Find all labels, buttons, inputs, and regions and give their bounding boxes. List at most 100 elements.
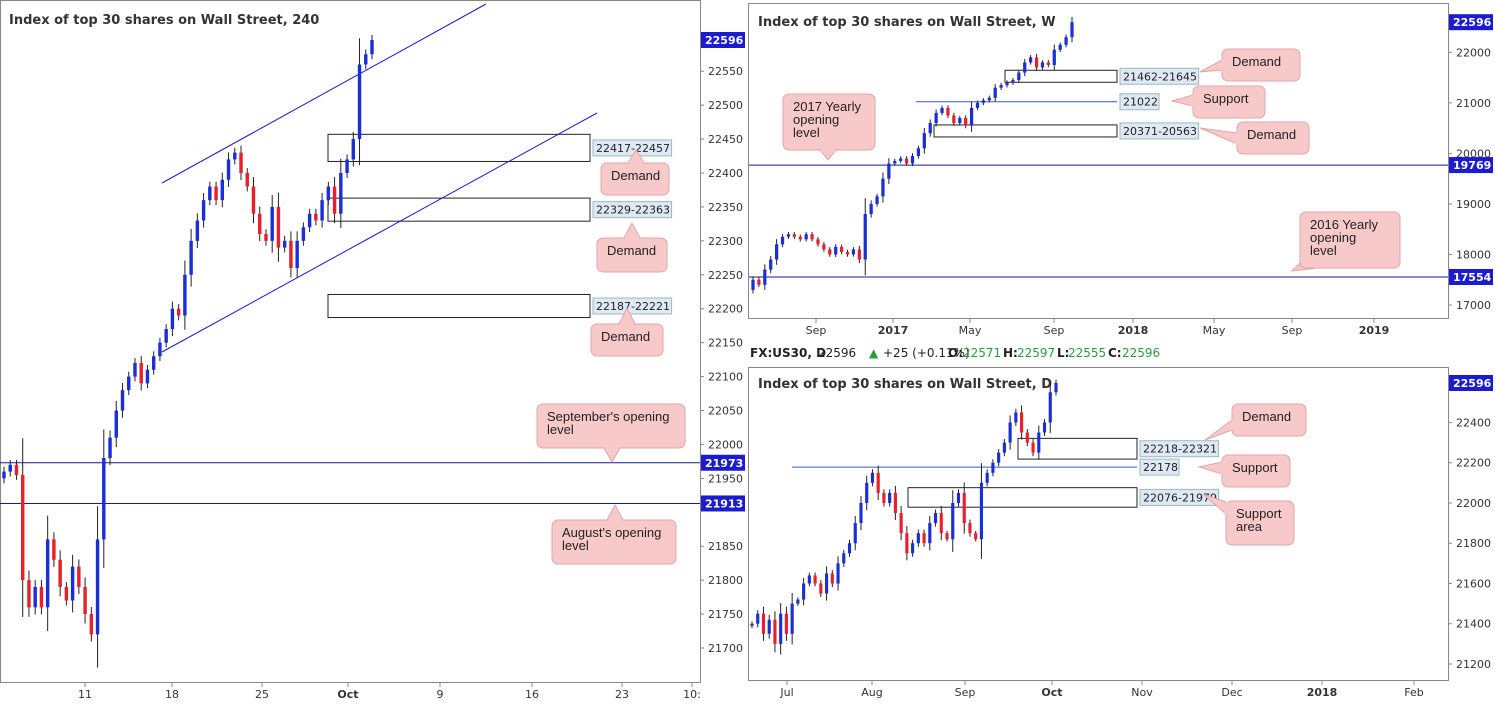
candle-body [922, 133, 926, 149]
channel-lines [161, 3, 598, 353]
y-axis: 22400 22200 22000 21800 21600 21400 21200 [1448, 416, 1491, 671]
callout-text: Demand [611, 168, 660, 183]
zones: 21462-21645 20371-20563 [933, 67, 1200, 140]
callout-text: Demand [1232, 54, 1281, 69]
callout-text: level [562, 538, 589, 553]
candle-body [974, 533, 978, 540]
candle-body [893, 160, 897, 164]
price-tag [1449, 375, 1493, 391]
x-tick-label: 11 [78, 688, 92, 701]
candle-body [2, 471, 6, 479]
zone-label: 22076-21979 [1143, 491, 1217, 504]
open-label: O: [948, 346, 963, 360]
candle-body [258, 213, 262, 235]
callout-text: Support [1232, 460, 1278, 475]
price-tags: 22596 19769 17554 [1449, 14, 1493, 286]
high-label: H: [1003, 346, 1018, 360]
candle-body [911, 543, 915, 554]
candle-body [863, 214, 867, 260]
x-tick-label: Dec [1221, 686, 1242, 699]
y-tick-label: 17000 [1456, 299, 1491, 312]
candle-body [882, 492, 886, 503]
chart-title: Index of top 30 shares on Wall Street, W [758, 15, 1056, 30]
candle-body [1017, 72, 1021, 81]
candle-body [1034, 57, 1039, 68]
candle-body [164, 329, 168, 343]
candle-body [784, 613, 788, 634]
candle-body [756, 613, 760, 624]
candle-body [27, 580, 31, 608]
candle-body [1048, 392, 1052, 423]
callout-text: area [1236, 519, 1263, 534]
candle-body [289, 240, 293, 268]
candle-body [857, 249, 861, 260]
x-tick-label: May [959, 324, 982, 337]
low-value: 22555 [1068, 346, 1106, 360]
callout-text: Support [1236, 506, 1282, 521]
x-tick-label: Sep [1044, 324, 1065, 337]
candle-body [245, 173, 249, 187]
candle-body [64, 586, 69, 601]
callout-text: 2016 Yearly [1310, 217, 1378, 232]
y-tick-label: 22550 [708, 65, 743, 78]
candles [750, 379, 1058, 655]
levels: 22178 [792, 458, 1180, 476]
candle-body [933, 513, 938, 524]
y-tick-label: 22000 [708, 438, 743, 451]
candle-body [295, 240, 299, 268]
x-tick-label: 2019 [1359, 324, 1390, 337]
plot-frame [748, 367, 1449, 681]
candle-body [969, 107, 974, 126]
candle-body [339, 173, 343, 214]
candle-body [893, 492, 897, 514]
candle-body [45, 539, 50, 608]
candle-body [1052, 49, 1056, 65]
price-tag [1449, 157, 1493, 174]
candle-body [89, 614, 94, 635]
candle-body [993, 87, 997, 98]
candle-body [870, 472, 875, 483]
y-tick-label: 21000 [1456, 97, 1491, 110]
candle-body [819, 583, 823, 594]
price-tag [1449, 269, 1493, 286]
candle-body [170, 308, 175, 330]
candle-body [39, 586, 44, 608]
callout-text: opening [793, 112, 839, 127]
price-tag [701, 32, 745, 48]
candle-body [865, 482, 869, 503]
x-tick-label: 2018 [1307, 686, 1338, 699]
candle-body [987, 97, 991, 101]
candle-body [1054, 383, 1058, 393]
candle-body [750, 623, 754, 626]
zone-label-box [1119, 67, 1200, 85]
callout-demand-3: Demand [590, 306, 664, 357]
candle-body [939, 513, 943, 534]
candle-body [786, 234, 791, 237]
y-tick-label: 22500 [708, 99, 743, 112]
x-tick-label: Aug [861, 686, 882, 699]
candle-body [183, 274, 187, 316]
candle-body [1058, 44, 1062, 50]
candle-body [251, 186, 256, 214]
candle-body [968, 523, 972, 534]
callout-demand-weekly-1: Demand [1199, 48, 1301, 82]
candle-body [233, 152, 237, 160]
x-tick-label: 16 [525, 688, 539, 701]
callout-text: September's opening [547, 409, 669, 424]
price-tags: 22596 21973 21913 [701, 32, 745, 512]
plot-frame [748, 3, 1449, 319]
candle-body [320, 200, 324, 221]
callout-text: Demand [601, 329, 650, 344]
price-tag-label: 22596 [1453, 377, 1492, 390]
price-tag-label: 21913 [705, 497, 743, 510]
callout-support-daily: Support [1197, 454, 1291, 488]
y-tick-label: 19000 [1456, 198, 1491, 211]
x-axis: 11 18 25 Oct 9 16 23 10: [78, 683, 701, 701]
change-arrow-icon: ▲ [869, 346, 879, 360]
candle-body [940, 107, 944, 113]
channel-upper [161, 3, 487, 184]
candle-body [8, 464, 12, 472]
